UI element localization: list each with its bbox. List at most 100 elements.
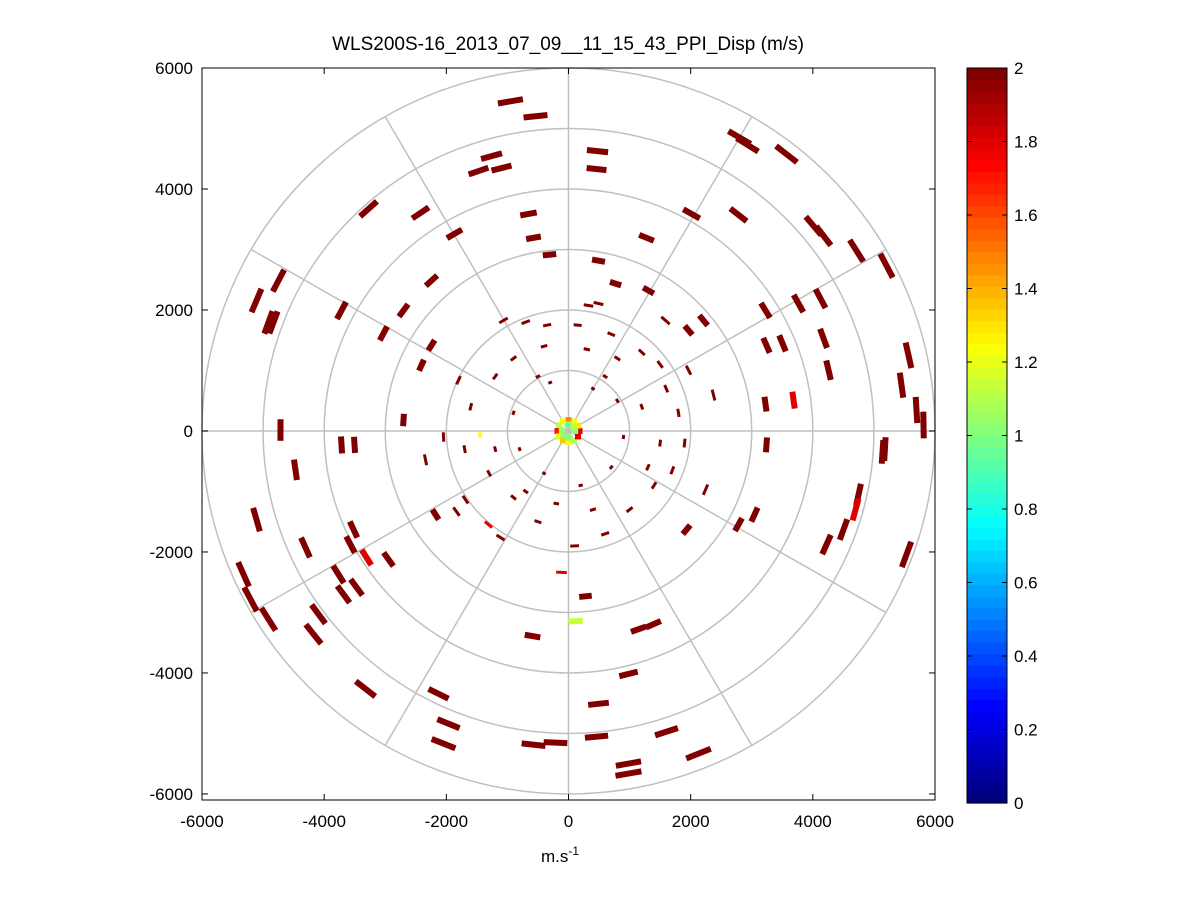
data-segment (556, 570, 567, 575)
colorbar-swatch (967, 630, 1007, 643)
data-segment (493, 446, 498, 453)
polar-spoke (250, 248, 887, 614)
colorbar-swatch (967, 688, 1007, 701)
data-segment (261, 310, 276, 335)
data-segment (658, 439, 663, 447)
data-segment (899, 540, 915, 569)
data-segment (573, 323, 582, 327)
colorbar-swatch (967, 332, 1007, 345)
x-tick-label: -6000 (180, 812, 223, 831)
data-segment (478, 431, 482, 438)
data-segment (614, 768, 642, 779)
data-segment (902, 341, 915, 369)
data-segment (728, 206, 749, 224)
colorbar-swatch (967, 527, 1007, 540)
data-segment (762, 437, 770, 453)
x-tick-label: 2000 (672, 812, 710, 831)
data-segment (298, 536, 313, 559)
data-segment (467, 164, 490, 178)
data-segment (608, 464, 614, 470)
data-segment (523, 112, 548, 121)
data-segment (590, 386, 596, 391)
data-segment (480, 150, 503, 162)
center-data-point (572, 427, 579, 434)
center-data-point (575, 433, 582, 440)
colorbar-tick-label: 1.6 (1014, 206, 1038, 225)
colorbar-swatch (967, 228, 1007, 241)
colorbar-swatch (967, 424, 1007, 437)
data-segment (511, 410, 516, 416)
data-segment (589, 507, 597, 512)
center-data-point (576, 427, 583, 434)
colorbar-swatch (967, 286, 1007, 299)
colorbar-tick-label: 0.6 (1014, 574, 1038, 593)
data-segment (452, 506, 461, 517)
colorbar-swatch (967, 469, 1007, 483)
data-segment (235, 560, 252, 588)
data-segment (586, 147, 609, 156)
colorbar-swatch (967, 205, 1007, 218)
colorbar-swatch (967, 642, 1007, 655)
center-data-point (555, 422, 562, 429)
data-segment (422, 454, 429, 466)
data-segment (486, 469, 493, 478)
data-segment (491, 372, 499, 381)
center-data-point (560, 418, 567, 425)
center-data-point (570, 418, 577, 425)
colorbar-swatch (967, 274, 1007, 287)
colorbar-swatch (967, 768, 1007, 781)
chart-title: WLS200S-16_2013_07_09__11_15_43_PPI_Disp… (332, 34, 804, 55)
data-segment (639, 403, 645, 410)
data-segment (776, 334, 789, 353)
data-segment (682, 323, 695, 337)
colorbar-swatch (967, 113, 1007, 127)
colorbar-swatch (967, 263, 1007, 276)
colorbar-swatch (967, 492, 1007, 506)
colorbar-swatch (967, 355, 1007, 368)
data-segment (519, 209, 538, 219)
center-data-point (560, 432, 567, 439)
data-segment (343, 534, 358, 555)
data-segment (430, 736, 457, 752)
x-axis-label-superscript: -1 (568, 844, 579, 858)
data-segment (813, 224, 834, 248)
data-segment (680, 523, 693, 536)
data-segment (621, 434, 626, 440)
data-segment (522, 488, 529, 495)
colorbar-swatch (967, 722, 1007, 735)
colorbar-swatch (967, 412, 1007, 425)
data-segment (761, 396, 770, 412)
data-segment (710, 389, 717, 401)
data-segment (348, 577, 365, 598)
plot-area: -6000 -4000 -2000 0 2000 4000 6000 6000 4000 2000… (150, 59, 954, 831)
data-segment (462, 444, 467, 454)
data-segment (630, 623, 647, 635)
data-segment (534, 519, 542, 525)
data-segment (849, 498, 862, 522)
data-segment (819, 533, 834, 556)
data-segment (250, 507, 263, 533)
data-segment (291, 459, 300, 481)
data-segment (400, 413, 407, 427)
data-segment (696, 313, 710, 328)
data-segment (423, 273, 440, 288)
data-segment (650, 481, 658, 490)
data-segment (270, 268, 287, 293)
data-segment (509, 355, 518, 362)
data-segment (583, 347, 591, 352)
data-segment (593, 300, 604, 307)
data-segment (660, 315, 671, 326)
colorbar-swatch (967, 171, 1007, 184)
colorbar-swatch (967, 446, 1007, 460)
data-segment (517, 446, 522, 452)
colorbar-swatch (967, 297, 1007, 310)
data-segment (614, 398, 620, 404)
data-segment (540, 343, 548, 349)
colorbar-swatch (967, 401, 1007, 414)
colorbar-swatch (967, 504, 1007, 517)
data-segment (425, 338, 438, 353)
x-tick-label: 0 (564, 812, 573, 831)
data-segment (625, 506, 634, 514)
data-segment (836, 518, 851, 541)
